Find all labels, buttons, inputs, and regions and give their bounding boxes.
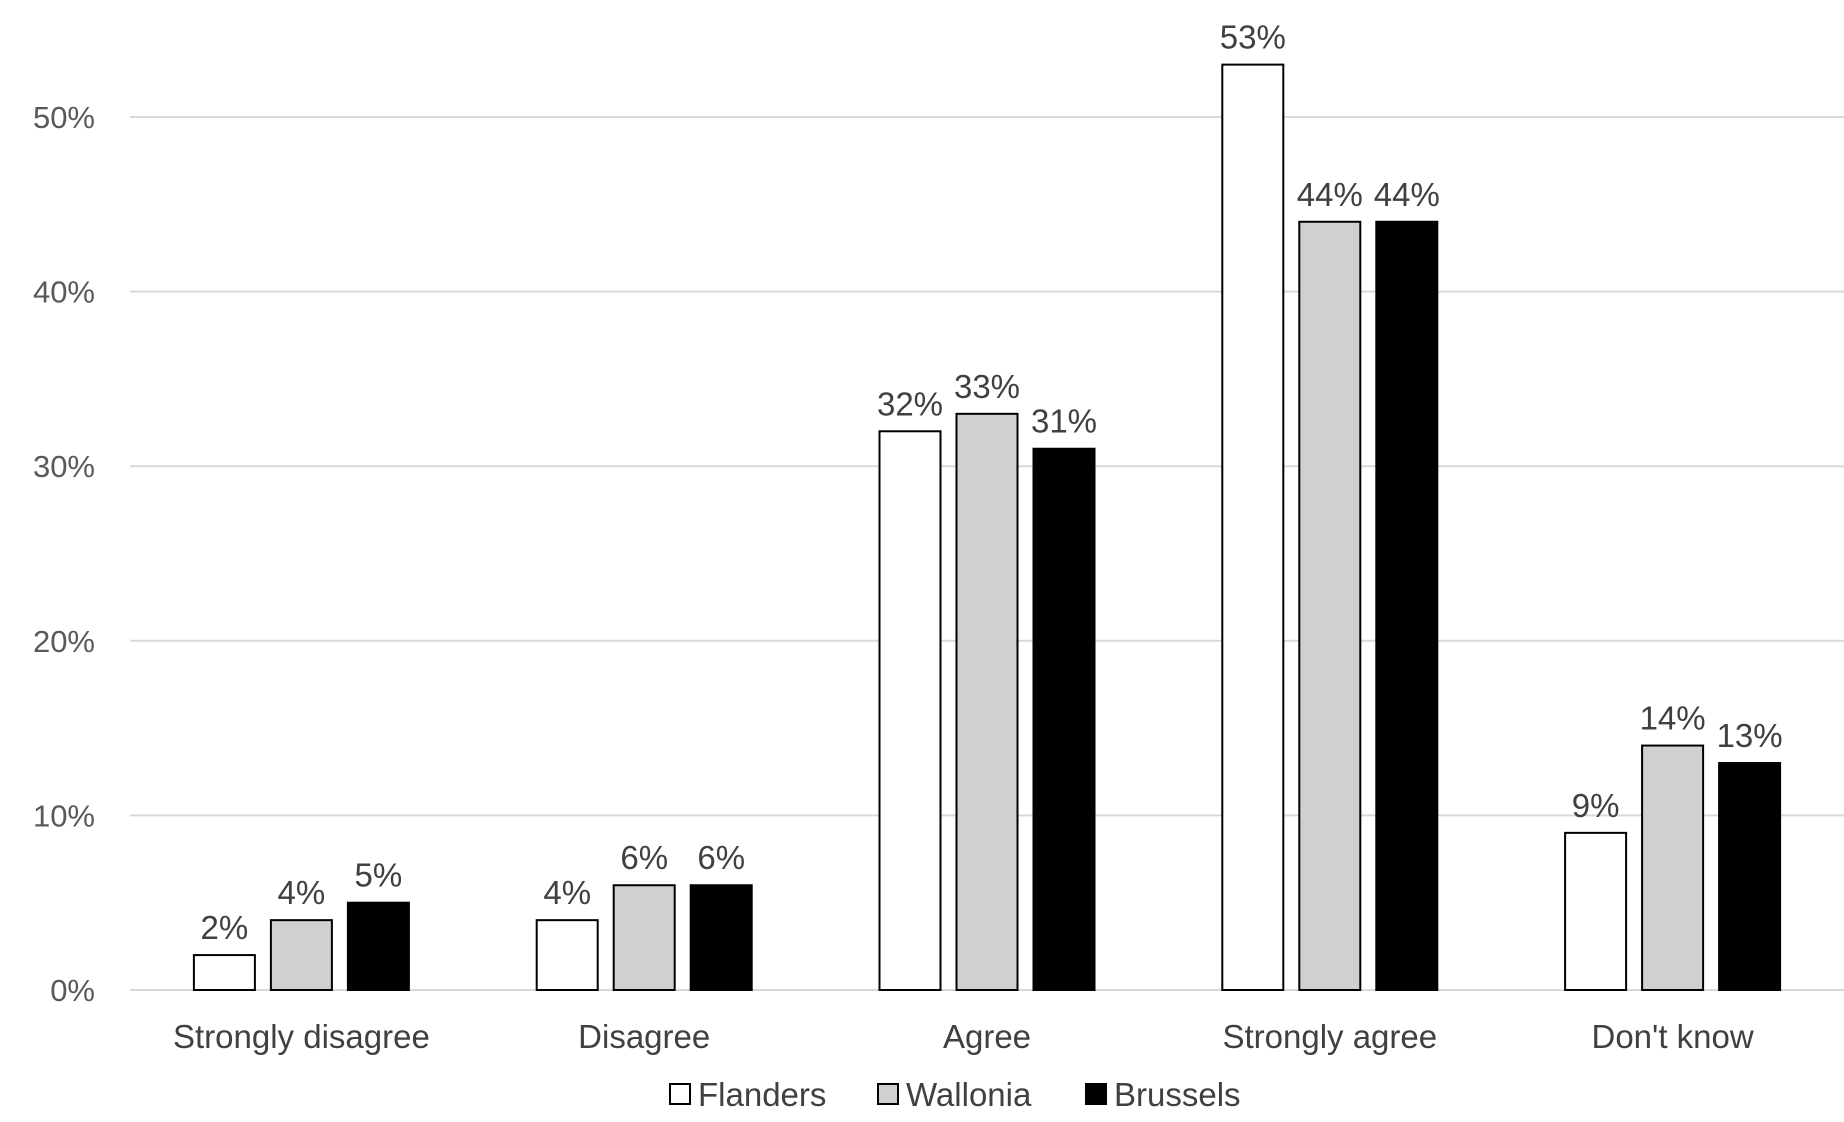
data-label-flanders-3: 53% <box>1220 19 1286 56</box>
data-label-flanders-0: 2% <box>201 909 249 946</box>
data-label-brussels-2: 31% <box>1031 403 1097 440</box>
data-label-flanders-4: 9% <box>1572 787 1620 824</box>
legend-swatch-brussels <box>1085 1083 1107 1105</box>
bar-wallonia-4 <box>1641 744 1705 991</box>
bar-flanders-2 <box>878 430 942 991</box>
legend-label-flanders: Flanders <box>698 1076 826 1113</box>
y-axis-ticks: 0% 10% 20% 30% 40% 50% <box>33 100 95 1008</box>
data-label-wallonia-3: 44% <box>1297 176 1363 213</box>
bar-flanders-4 <box>1564 831 1628 991</box>
category-label: Strongly agree <box>1222 1018 1437 1055</box>
y-tick-label: 10% <box>33 798 95 833</box>
bar-brussels-2 <box>1032 447 1096 991</box>
legend-swatch-wallonia <box>877 1083 899 1105</box>
category-label: Don't know <box>1591 1018 1753 1055</box>
bar-brussels-1 <box>689 884 753 991</box>
legend: Flanders Wallonia Brussels <box>669 1076 1241 1113</box>
bar-wallonia-3 <box>1298 220 1362 991</box>
bar-brussels-3 <box>1375 220 1439 991</box>
data-label-flanders-1: 4% <box>543 874 591 911</box>
bar-wallonia-1 <box>612 884 676 991</box>
x-axis-categories: Strongly disagree Disagree Agree Strongly a… <box>173 1018 1754 1055</box>
data-label-brussels-1: 6% <box>697 839 745 876</box>
bar-flanders-1 <box>535 919 599 991</box>
data-label-wallonia-0: 4% <box>278 874 326 911</box>
category-label: Agree <box>943 1018 1031 1055</box>
bar-wallonia-0 <box>269 919 333 991</box>
legend-swatch-flanders <box>669 1083 691 1105</box>
data-label-wallonia-4: 14% <box>1640 700 1706 737</box>
category-label: Strongly disagree <box>173 1018 430 1055</box>
bar-wallonia-2 <box>955 412 1019 991</box>
y-tick-label: 0% <box>50 973 95 1008</box>
data-label-wallonia-1: 6% <box>620 839 668 876</box>
bar-flanders-0 <box>192 954 256 992</box>
y-tick-label: 50% <box>33 100 95 135</box>
legend-label-wallonia: Wallonia <box>906 1076 1032 1113</box>
y-tick-label: 20% <box>33 624 95 659</box>
y-tick-label: 30% <box>33 449 95 484</box>
bar-flanders-3 <box>1221 63 1285 992</box>
bars <box>192 63 1782 992</box>
data-label-wallonia-2: 33% <box>954 368 1020 405</box>
bar-brussels-0 <box>346 901 410 992</box>
data-label-brussels-4: 13% <box>1717 717 1783 754</box>
data-label-brussels-0: 5% <box>355 857 403 894</box>
data-label-flanders-2: 32% <box>877 385 943 422</box>
bar-brussels-4 <box>1718 762 1782 992</box>
y-tick-label: 40% <box>33 275 95 310</box>
data-labels: 2% 4% 5% 4% 6% 6% 32% 33% 31% 53% 44% 44% 9% 14% 13% <box>201 19 1783 946</box>
data-label-brussels-3: 44% <box>1374 176 1440 213</box>
legend-label-brussels: Brussels <box>1114 1076 1241 1113</box>
category-label: Disagree <box>578 1018 710 1055</box>
